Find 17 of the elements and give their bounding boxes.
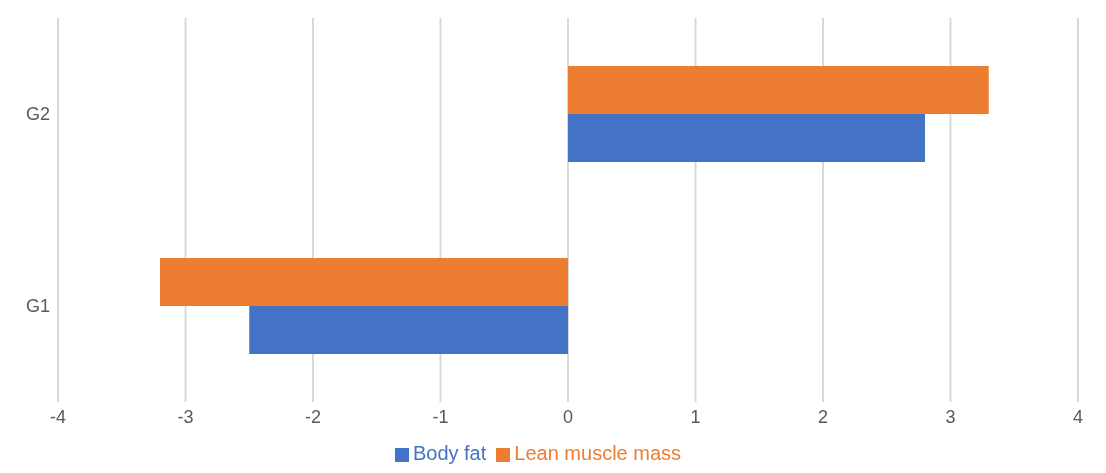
y-tick-label: G1 [25,296,50,317]
x-tick-label: -3 [177,406,194,427]
bar [568,114,925,162]
x-tick-label: 3 [945,406,956,427]
x-tick-label: -1 [432,406,449,427]
bar [249,306,568,354]
bar [568,66,989,114]
x-tick-label: 4 [1072,406,1084,427]
legend-label: Lean muscle mass [514,442,682,464]
x-tick-label: 2 [817,406,829,427]
x-tick-label: 1 [690,406,701,427]
x-tick-label: -4 [49,406,67,427]
x-tick-label: 0 [562,406,574,427]
y-tick-label: G2 [25,104,50,125]
x-tick-label: -2 [304,406,322,427]
legend-label: Body fat [412,442,487,464]
bar [160,258,568,306]
